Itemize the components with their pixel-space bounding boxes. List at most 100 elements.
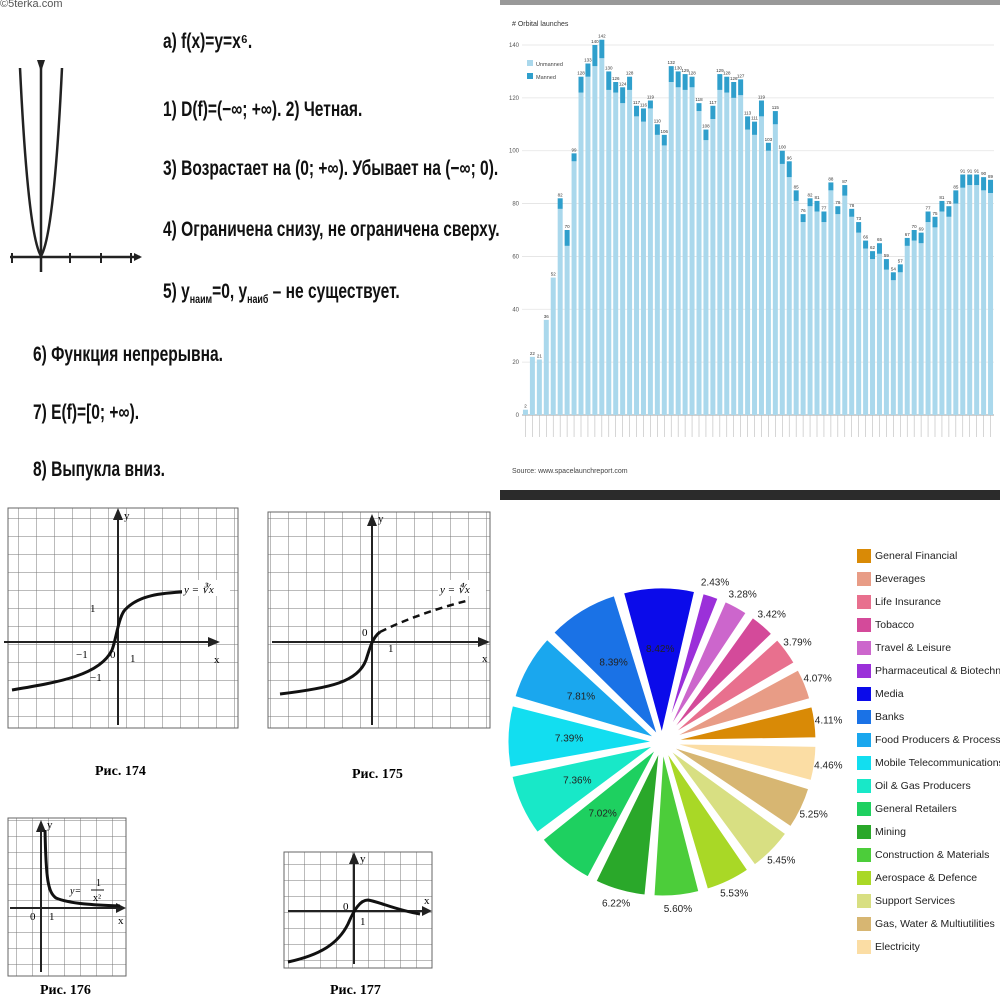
- pie-data-label: 5.60%: [664, 904, 692, 915]
- pie-data-label: 8.39%: [599, 658, 627, 669]
- pie-data-label: 3.28%: [728, 590, 756, 601]
- bar-manned: [786, 161, 792, 178]
- bar-unmanned: [800, 222, 806, 415]
- bar-data-label: 65: [877, 237, 883, 242]
- bar-unmanned: [731, 97, 737, 415]
- bar-manned: [661, 134, 667, 146]
- bar-manned: [779, 150, 785, 164]
- bar-data-label: 133: [584, 58, 592, 63]
- legend-item: Tobacco: [857, 616, 914, 634]
- formula-label: y = ∜x: [439, 582, 470, 596]
- bar-manned: [911, 230, 917, 241]
- tick-label: −1: [76, 649, 88, 661]
- bar-unmanned: [932, 227, 938, 415]
- bar-data-label: 119: [647, 95, 655, 100]
- textbook-figures-panel: y = ∛x y x 1 −1 0 1 −1 Рис. 174 y = ∜x y…: [0, 500, 500, 1000]
- bar-unmanned: [821, 222, 827, 415]
- property-3: 3) Возрастает на (0; +∞). Убывает на (−∞…: [163, 157, 499, 180]
- legend-label: Manned: [536, 75, 556, 81]
- bar-unmanned: [647, 108, 653, 415]
- function-curve: [287, 898, 421, 964]
- legend-item: Aerospace & Defence: [857, 869, 977, 887]
- legend-swatch: [857, 549, 871, 563]
- bar-manned: [668, 66, 674, 82]
- bar-manned: [585, 63, 591, 77]
- bar-unmanned: [668, 82, 674, 415]
- bar-unmanned: [738, 95, 744, 415]
- bar-manned: [613, 82, 619, 93]
- bar-manned: [897, 264, 903, 273]
- bar-manned: [793, 190, 799, 201]
- bar-manned: [647, 100, 653, 109]
- bar-unmanned: [981, 190, 987, 415]
- legend-item: Mobile Telecommunications: [857, 754, 1000, 772]
- bar-manned: [745, 116, 751, 130]
- tick-label: −1: [90, 672, 102, 684]
- bar-data-label: 69: [919, 227, 925, 232]
- pie-slice: [666, 741, 819, 784]
- bar-unmanned: [960, 187, 966, 415]
- legend-label: Food Producers & Processors: [875, 734, 1000, 746]
- legend-label: Media: [875, 688, 904, 700]
- legend-label: Construction & Materials: [875, 849, 990, 861]
- pie-slice: [539, 744, 661, 881]
- bar-data-label: 110: [654, 118, 662, 123]
- legend-label: Pharmaceutical & Biotechnology: [875, 665, 1000, 677]
- bar-unmanned: [835, 214, 841, 415]
- bar-unmanned: [627, 89, 633, 415]
- bar-data-label: 127: [737, 73, 745, 78]
- bar-unmanned: [634, 116, 640, 415]
- bar-data-label: 79: [835, 200, 841, 205]
- bar-data-label: 99: [572, 147, 578, 152]
- property-1-2: 1) D(f)=(−∞; +∞). 2) Четная.: [163, 98, 363, 121]
- root-curve-dashed: [379, 598, 471, 634]
- legend-swatch: [857, 756, 871, 770]
- bar-unmanned: [661, 145, 667, 415]
- bar-manned: [835, 206, 841, 215]
- legend-item: Travel & Leisure: [857, 639, 951, 657]
- bar-unmanned: [696, 111, 702, 416]
- bar-unmanned: [974, 185, 980, 415]
- y-axis-arrow-icon: [37, 60, 45, 72]
- bar-data-label: 128: [723, 71, 731, 76]
- bar-data-label: 67: [905, 232, 911, 237]
- bar-unmanned: [606, 89, 612, 415]
- bar-data-label: 90: [981, 171, 987, 176]
- pie-data-label: 7.81%: [567, 691, 595, 702]
- bar-manned: [717, 74, 723, 90]
- bar-unmanned: [779, 163, 785, 415]
- bar-data-label: 140: [591, 39, 599, 44]
- legend-item: Life Insurance: [857, 593, 941, 611]
- bar-unmanned: [946, 216, 952, 415]
- panel-bottom-border: [500, 490, 1000, 500]
- bar-data-label: 85: [794, 184, 800, 189]
- legend-swatch: [857, 687, 871, 701]
- legend-item: Support Services: [857, 892, 955, 910]
- watermark: ©5terka.com: [0, 0, 63, 10]
- x6-graph: [10, 60, 142, 272]
- bar-data-label: 128: [688, 71, 696, 76]
- bar-manned: [849, 208, 855, 217]
- legend-label: Banks: [875, 711, 905, 723]
- pie-slice: [666, 703, 819, 743]
- bar-data-label: 116: [640, 102, 648, 107]
- x-axis-arrow-icon: [208, 637, 220, 647]
- legend-label: Electricity: [875, 941, 920, 953]
- bar-manned: [758, 100, 764, 117]
- pie-data-label: 4.11%: [815, 715, 843, 726]
- bar-unmanned: [883, 269, 889, 415]
- legend-swatch: [857, 917, 871, 931]
- y-label: y: [47, 819, 53, 831]
- y-tick-label: 120: [509, 96, 520, 102]
- property-5: 5) yнаим=0, yнаиб – не существует.: [163, 280, 400, 307]
- bar-data-label: 82: [558, 192, 564, 197]
- bar-unmanned: [925, 222, 931, 415]
- pie-data-label: 5.25%: [799, 809, 827, 820]
- bar-data-label: 115: [772, 105, 780, 110]
- bar-unmanned: [564, 245, 570, 415]
- bar-data-label: 119: [758, 95, 766, 100]
- bar-unmanned: [911, 240, 917, 415]
- legend-item: Gas, Water & Multiutilities: [857, 915, 995, 933]
